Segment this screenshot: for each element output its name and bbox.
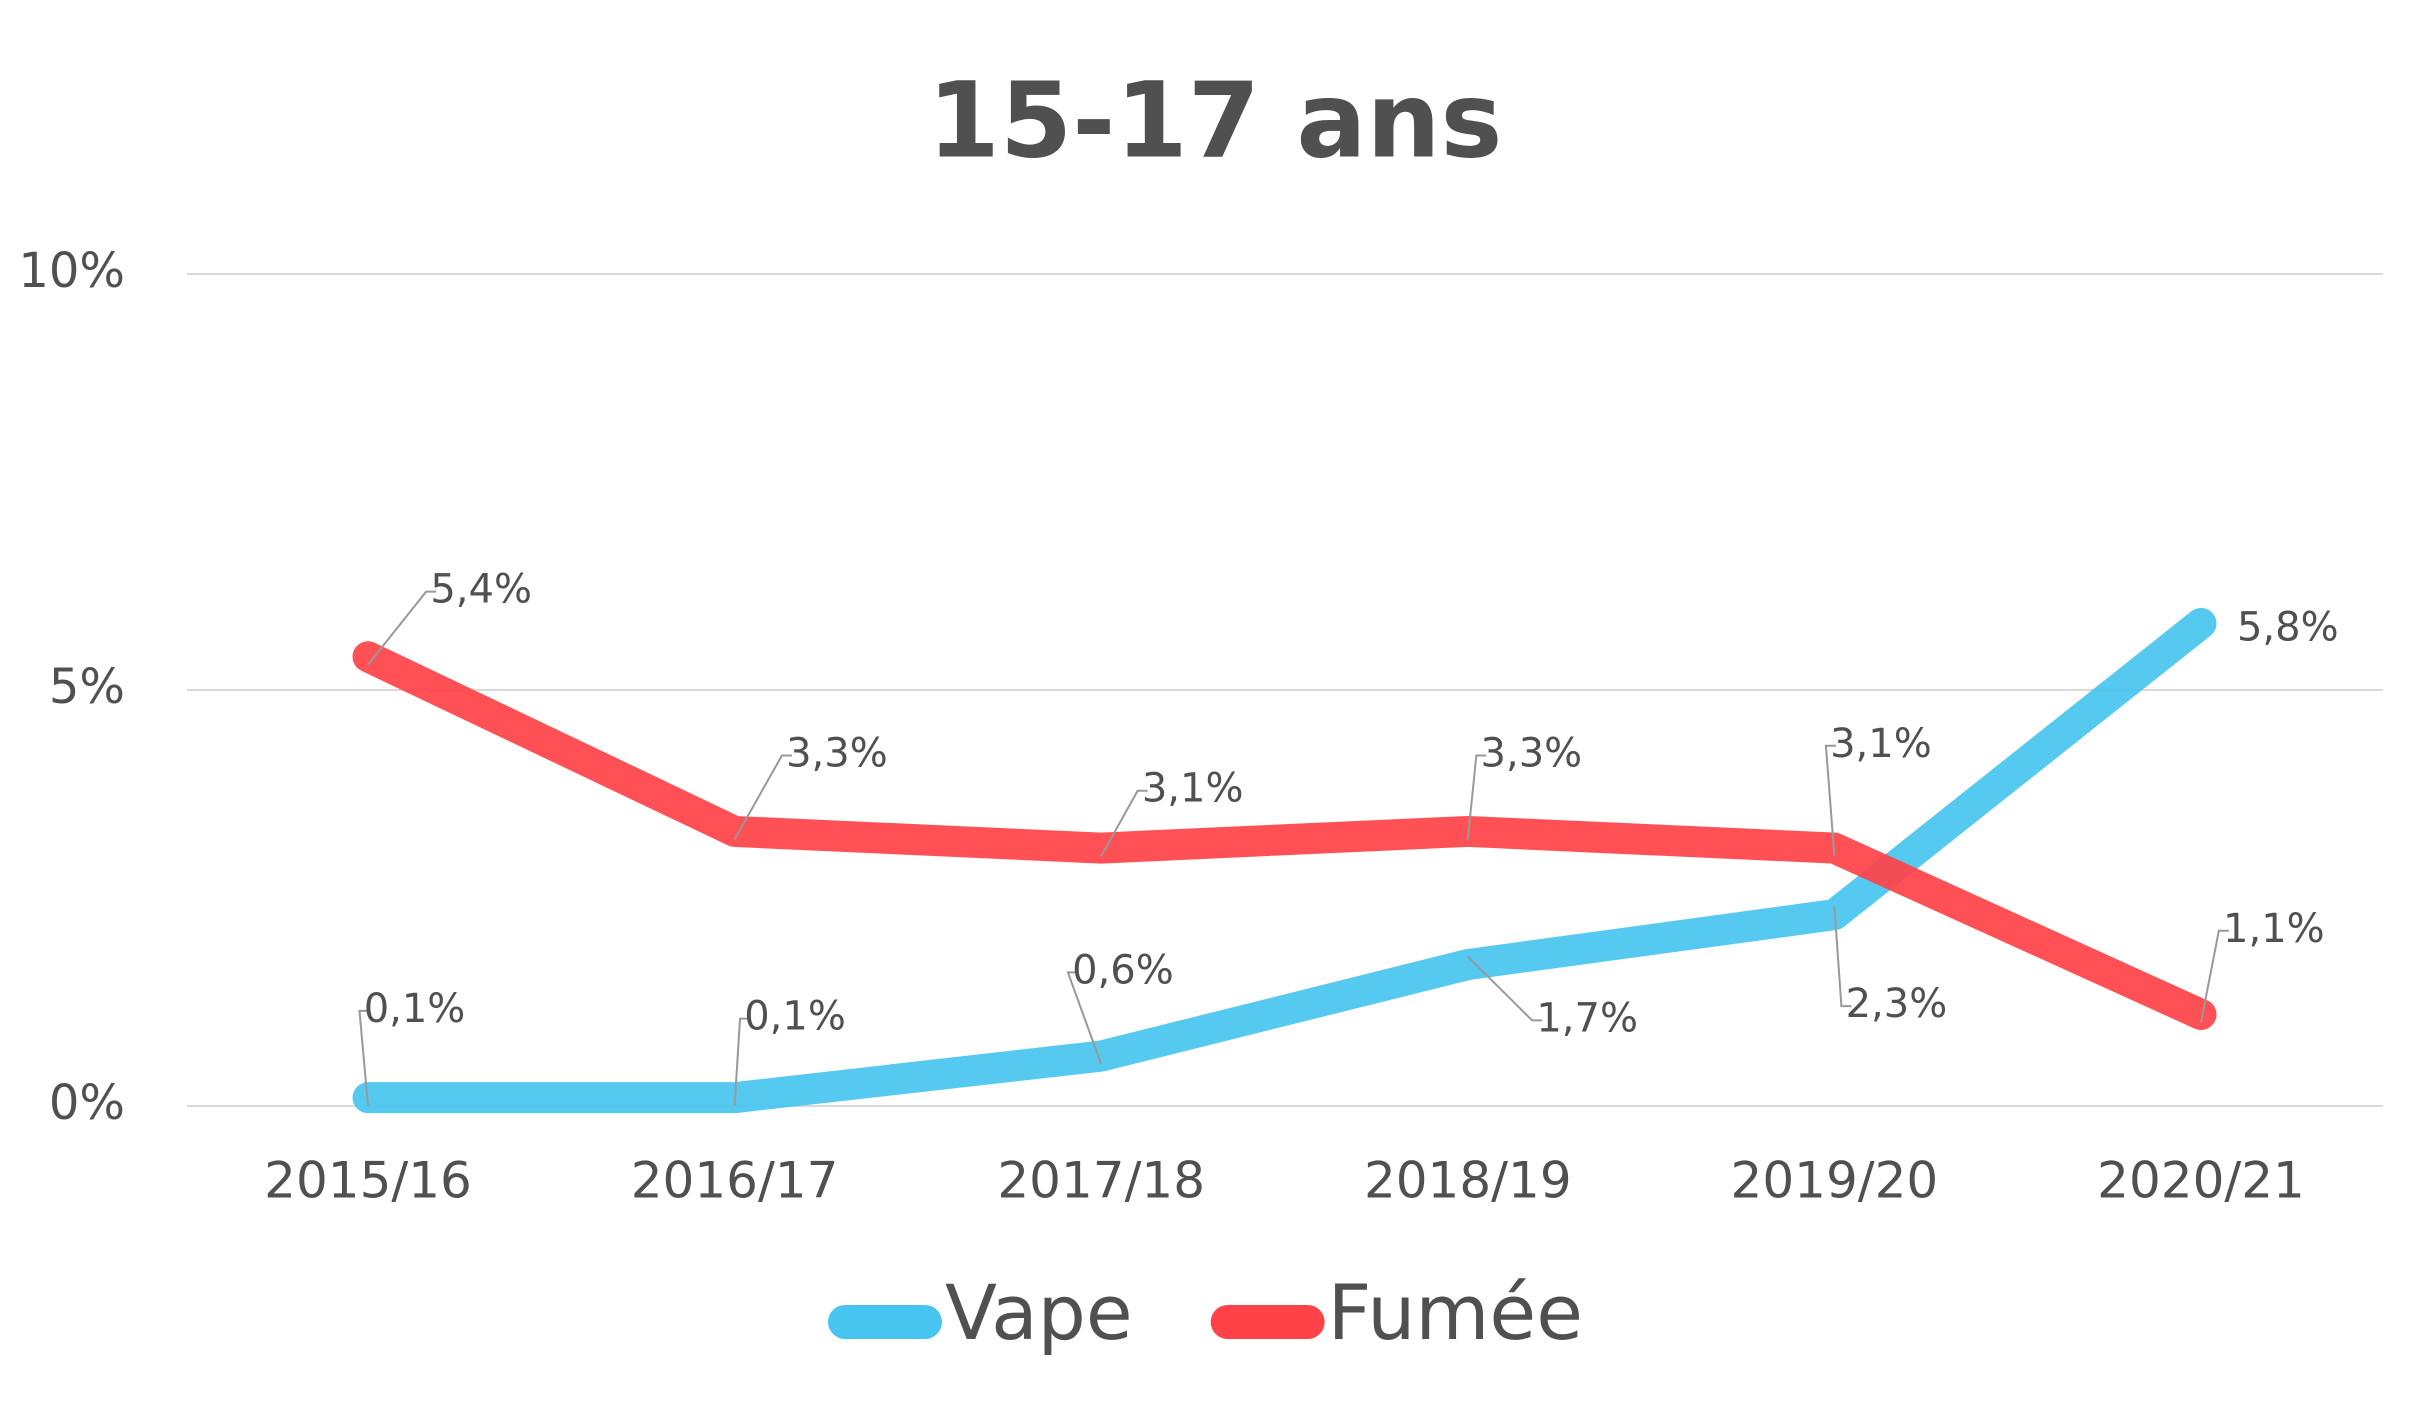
leader-line [1466, 754, 1487, 840]
data-label: 3,1% [1142, 766, 1244, 812]
x-tick-label: 2017/18 [997, 1152, 1205, 1210]
x-tick-label: 2015/16 [264, 1152, 472, 1210]
leader-line [1066, 971, 1103, 1065]
leader-line [1833, 906, 1852, 1008]
leader-line [2200, 929, 2229, 1023]
data-label: 0,6% [1072, 947, 1174, 993]
data-label: 3,3% [786, 730, 888, 776]
legend-label: Vape [945, 1268, 1133, 1357]
data-label: 5,4% [430, 567, 532, 613]
data-label: 3,3% [1481, 730, 1583, 776]
x-tick-label: 2020/21 [2097, 1152, 2305, 1210]
leader-line [733, 754, 792, 840]
leader-line [358, 1009, 370, 1106]
data-label: 2,3% [1846, 981, 1948, 1027]
y-tick-label: 5% [49, 659, 125, 715]
leader-line [1824, 744, 1836, 857]
data-label: 0,1% [744, 994, 846, 1040]
leader-line [1100, 789, 1148, 857]
data-label: 1,1% [2223, 906, 2325, 952]
legend-label: Fumée [1328, 1268, 1583, 1357]
y-tick-label: 10% [18, 243, 125, 299]
data-label: 3,1% [1830, 721, 1932, 767]
series-line [352, 641, 2217, 1030]
data-label: 5,8% [2237, 605, 2339, 651]
data-label: 0,1% [364, 986, 466, 1032]
x-tick-label: 2019/20 [1731, 1152, 1939, 1210]
chart-title: 15-17 ans [928, 59, 1503, 181]
leader-line [733, 1017, 751, 1106]
x-tick-label: 2018/19 [1364, 1152, 1572, 1210]
leader-line [367, 590, 437, 666]
leader-line [1467, 955, 1543, 1022]
x-tick-label: 2016/17 [631, 1152, 839, 1210]
data-label: 1,7% [1536, 995, 1638, 1041]
y-tick-label: 0% [49, 1075, 125, 1131]
